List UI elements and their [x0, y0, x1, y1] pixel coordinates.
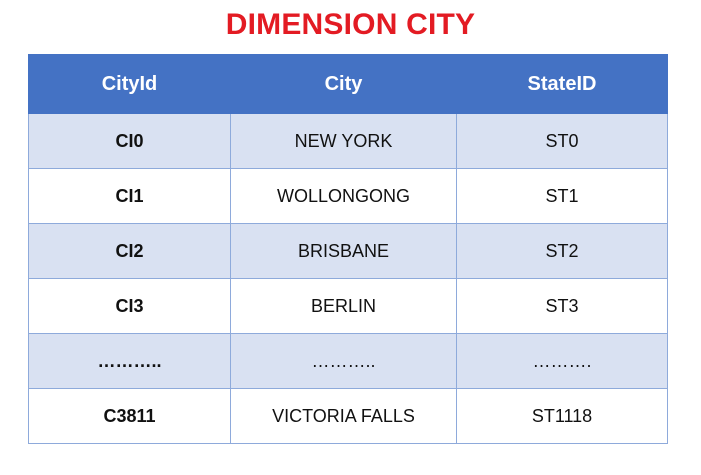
cell-cityid: CI0: [28, 113, 231, 169]
cell-cityid: ………..: [28, 333, 231, 389]
cell-city: BERLIN: [230, 278, 457, 334]
cell-stateid: ST1: [456, 168, 668, 224]
cell-city: BRISBANE: [230, 223, 457, 279]
table-body: CI0 NEW YORK ST0 CI1 WOLLONGONG ST1 CI2 …: [28, 113, 668, 444]
cell-cityid: C3811: [28, 388, 231, 444]
table-row: CI3 BERLIN ST3: [28, 278, 668, 334]
header-row: CityId City StateID: [28, 54, 668, 114]
cell-cityid: CI2: [28, 223, 231, 279]
cell-stateid: ……….: [456, 333, 668, 389]
column-header-city: City: [230, 54, 457, 114]
column-header-cityid: CityId: [28, 54, 231, 114]
page-title: DIMENSION CITY: [225, 8, 476, 41]
cell-cityid: CI1: [28, 168, 231, 224]
cell-city: ………..: [230, 333, 457, 389]
cell-city: WOLLONGONG: [230, 168, 457, 224]
table-row: CI2 BRISBANE ST2: [28, 223, 668, 279]
cell-city: NEW YORK: [230, 113, 457, 169]
cell-stateid: ST1118: [456, 388, 668, 444]
table-header: CityId City StateID: [28, 54, 668, 114]
table-row: CI0 NEW YORK ST0: [28, 113, 668, 169]
table-row: C3811 VICTORIA FALLS ST1118: [28, 388, 668, 444]
cell-stateid: ST3: [456, 278, 668, 334]
table-row: ……….. ……….. ……….: [28, 333, 668, 389]
cell-cityid: CI3: [28, 278, 231, 334]
table-row: CI1 WOLLONGONG ST1: [28, 168, 668, 224]
dimension-city-table: CityId City StateID CI0 NEW YORK ST0 CI1…: [28, 54, 668, 444]
cell-stateid: ST0: [456, 113, 668, 169]
cell-stateid: ST2: [456, 223, 668, 279]
column-header-stateid: StateID: [456, 54, 668, 114]
cell-city: VICTORIA FALLS: [230, 388, 457, 444]
